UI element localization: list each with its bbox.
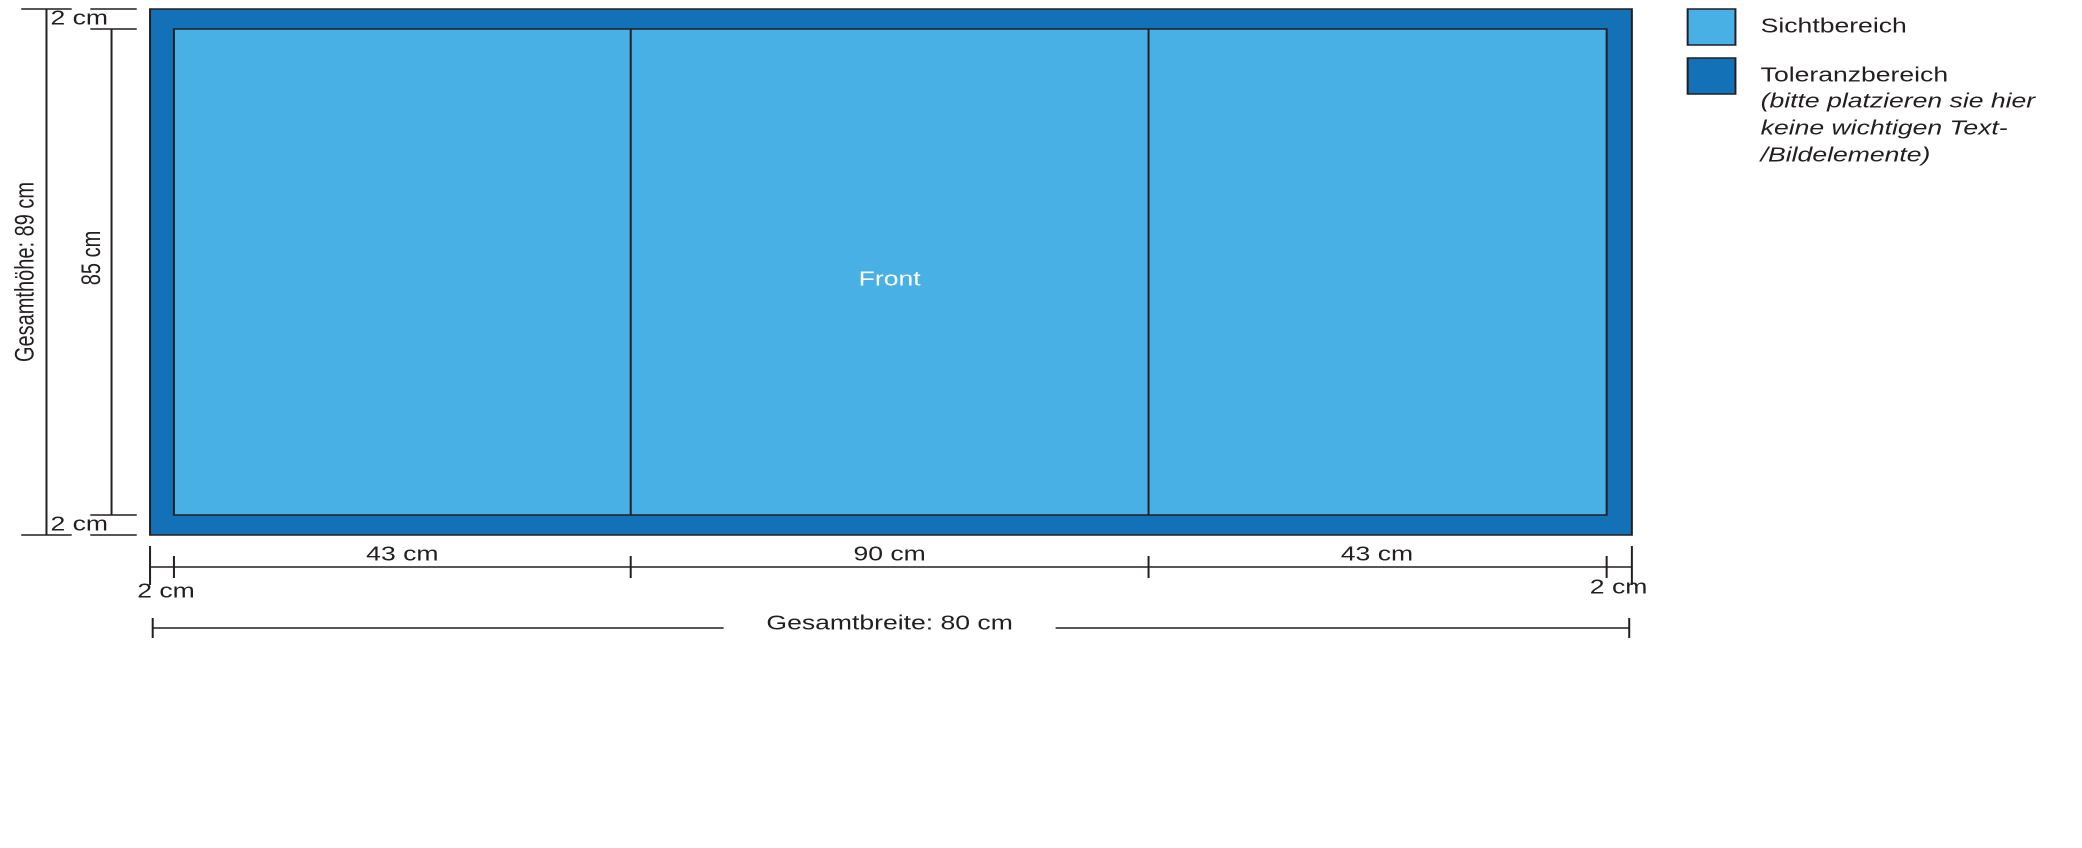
inner-height-label: 85 cm <box>76 231 105 285</box>
right-margin-label: 2 cm <box>1590 575 1648 597</box>
legend-note: (bitte platzieren sie hier <box>1761 89 2037 111</box>
height-dimensions: Gesamthöhe: 89 cm 85 cm 2 cm 2 cm <box>10 6 137 536</box>
legend-label: Sichtbereich <box>1761 14 1907 36</box>
legend-swatch <box>1686 8 1737 46</box>
total-height-label: Gesamthöhe: 89 cm <box>10 182 39 362</box>
segment-label: 43 cm <box>366 542 438 564</box>
legend-note: /Bildelemente) <box>1758 143 1930 165</box>
left-margin-label: 2 cm <box>137 579 195 601</box>
width-dimensions: 43 cm 90 cm 43 cm 2 cm 2 cm Gesamtbreite… <box>137 542 1647 638</box>
top-margin-label: 2 cm <box>50 6 108 28</box>
total-width-label: Gesamtbreite: 80 cm <box>766 611 1012 633</box>
segment-label: 43 cm <box>1341 542 1413 564</box>
segment-label: 90 cm <box>853 542 925 564</box>
visible-area <box>172 28 1608 516</box>
legend-note: keine wichtigen Text- <box>1761 116 2008 138</box>
legend-swatch <box>1686 57 1737 95</box>
bottom-margin-label: 2 cm <box>50 512 108 534</box>
front-label: Front <box>859 267 921 289</box>
legend-label: Toleranzbereich <box>1761 63 1948 85</box>
